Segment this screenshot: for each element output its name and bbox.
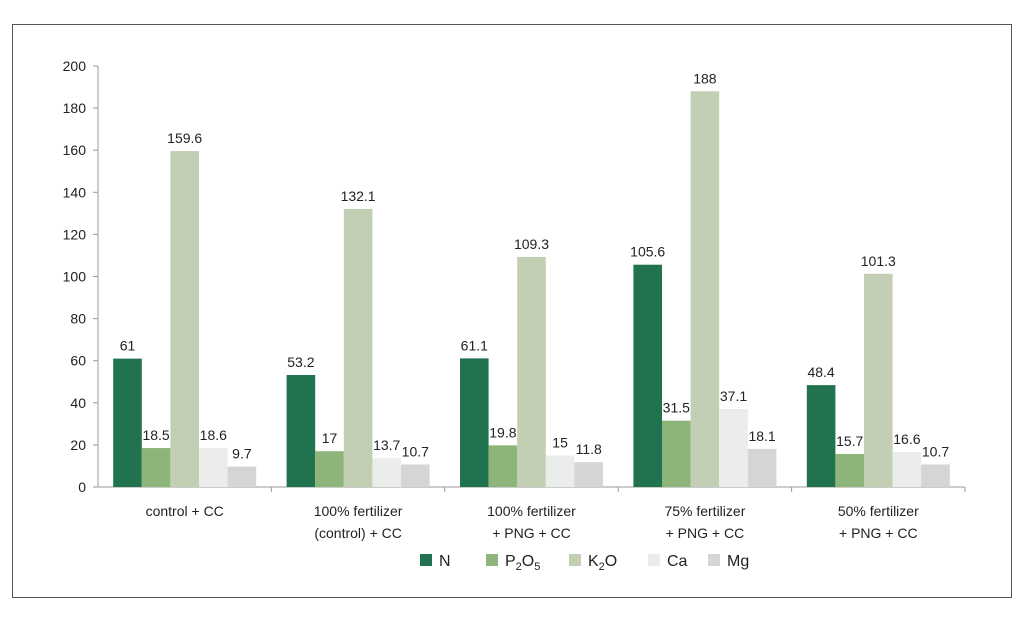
bar-n [113,358,142,487]
bar-k2o [517,256,546,487]
legend-label-n: N [439,553,451,570]
data-label: 159.6 [167,130,202,146]
bar-ca [892,452,922,487]
bar-ca [372,458,401,487]
data-label: 9.7 [232,446,252,462]
y-tick-label: 40 [70,395,86,411]
legend-swatch-p2o5 [486,554,498,566]
bar-mg [227,466,257,487]
legend-label-p2o5: P2O5 [505,553,540,573]
data-label: 17 [322,430,338,446]
bar-p2o5 [835,453,864,487]
y-tick-label: 80 [70,311,86,327]
category-label: (control) + CC [314,525,402,541]
data-label: 18.1 [748,428,775,444]
bar-ca [545,455,575,487]
data-label: 61 [120,338,136,354]
bar-mg [747,448,777,487]
data-label: 48.4 [807,364,834,380]
data-label: 101.3 [861,253,896,269]
legend-swatch-mg [708,554,720,566]
data-label: 53.2 [287,354,314,370]
bar-mg [574,462,603,487]
data-label: 10.7 [402,443,429,459]
bar-n [806,385,836,487]
data-label: 31.5 [663,400,690,416]
y-tick-label: 20 [70,437,86,453]
data-label: 37.1 [720,388,747,404]
y-tick-label: 160 [63,142,87,158]
data-label: 19.8 [489,424,516,440]
category-label: control + CC [146,503,224,519]
data-label: 188 [693,70,717,86]
data-label: 18.5 [142,427,169,443]
y-tick-label: 140 [63,184,87,200]
data-label: 105.6 [630,244,665,260]
data-label: 11.8 [576,441,602,457]
data-label: 10.7 [922,443,949,459]
category-label: + PNG + CC [492,525,571,541]
bar-k2o [690,91,720,487]
category-label: 100% fertilizer [487,503,576,519]
y-tick-label: 200 [63,58,87,74]
category-label: + PNG + CC [839,525,918,541]
bar-k2o [170,151,199,488]
bar-p2o5 [141,448,171,487]
data-label: 109.3 [514,236,549,252]
data-label: 18.6 [200,427,227,443]
data-label: 132.1 [341,188,376,204]
data-label: 61.1 [461,337,488,353]
bar-n [286,375,316,487]
y-tick-label: 60 [70,353,86,369]
category-label: 100% fertilizer [314,503,403,519]
bar-p2o5 [315,451,344,487]
data-label: 13.7 [373,437,400,453]
bar-k2o [343,208,373,487]
legend-label-mg: Mg [727,553,749,570]
legend-swatch-n [420,554,432,566]
category-label: 75% fertilizer [664,503,745,519]
bar-p2o5 [488,445,518,487]
data-label: 15.7 [836,433,863,449]
y-tick-label: 0 [78,479,86,495]
category-label: + PNG + CC [666,525,745,541]
bar-mg [921,464,950,487]
legend-swatch-k2o [569,554,581,566]
legend-swatch-ca [648,554,660,566]
data-label: 16.6 [893,431,920,447]
bar-k2o [864,273,893,487]
category-label: 50% fertilizer [838,503,919,519]
bar-n [633,264,662,487]
bar-ca [719,408,748,487]
legend-label-ca: Ca [667,553,688,570]
y-tick-label: 100 [63,269,87,285]
bar-ca [199,447,228,487]
bar-mg [401,464,430,487]
y-tick-label: 120 [63,226,87,242]
data-label: 15 [552,434,568,450]
legend-label-k2o: K2O [588,553,617,573]
y-tick-label: 180 [63,100,87,116]
bar-n [460,358,489,487]
bar-p2o5 [662,420,691,487]
